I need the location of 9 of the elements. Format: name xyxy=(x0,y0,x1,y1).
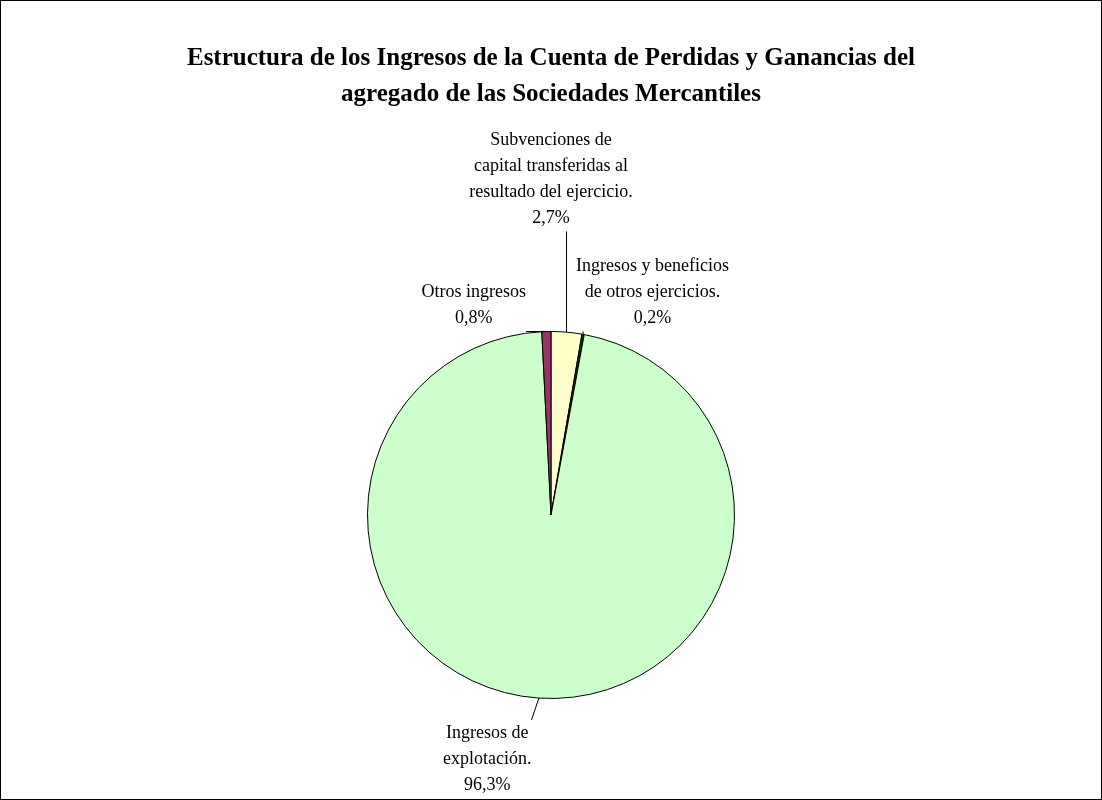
slice-label: Subvenciones de capital transferidas al resultado del ejercicio. xyxy=(469,129,633,202)
data-label: 2,7% xyxy=(532,207,570,228)
data-label: 96,3% xyxy=(463,773,511,794)
data-label: 0,8% xyxy=(455,307,493,328)
data-label: 0,2% xyxy=(633,307,672,328)
slice-label: Ingresos y beneficios de otros ejercicios. xyxy=(575,255,729,302)
slice-label: Ingresos de explotación. xyxy=(442,721,532,768)
chart-title: Estructura de los Ingresos de la Cuenta de Perdidas y Ganancias del agregado de las Sociedades Mercantiles xyxy=(186,43,916,107)
slice-label: Otros ingresos xyxy=(421,281,526,302)
